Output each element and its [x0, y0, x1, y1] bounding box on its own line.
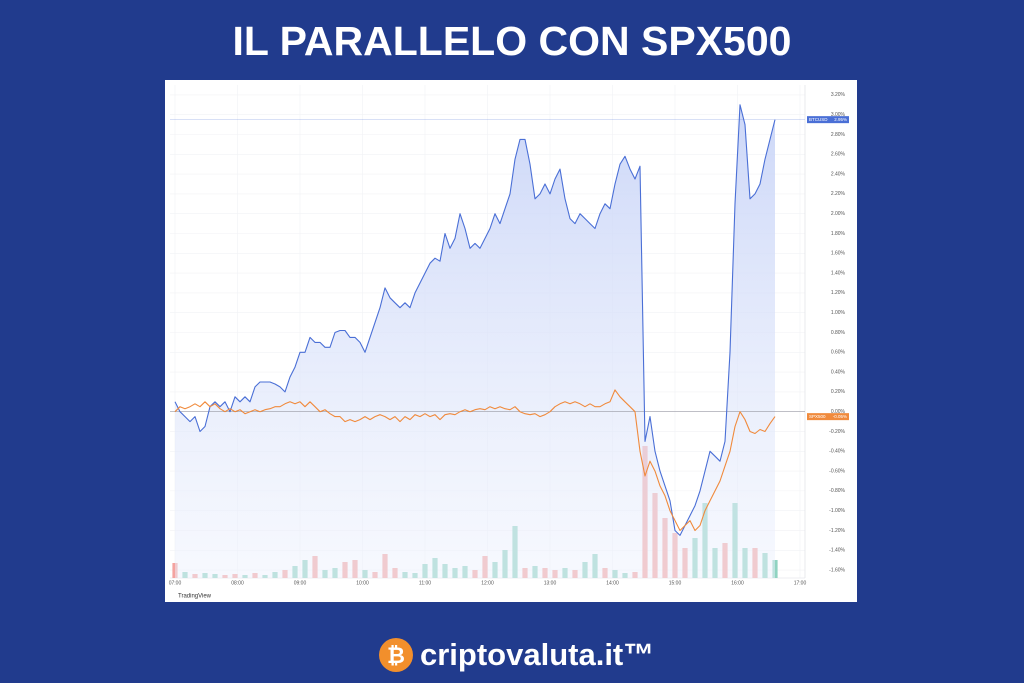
y-tick-label: 1.60% [831, 251, 846, 257]
x-tick-label: 08:00 [231, 580, 244, 586]
line [174, 104, 776, 536]
plot: 3.20% 3.00% 2.80% 2.60% 2.40% 2.20% 2.00% 1.80%… [169, 85, 849, 586]
x-tick-label: 13:00 [544, 580, 557, 586]
brand: criptovaluta.it™ [420, 637, 654, 672]
y-tick-label: 2.00% [831, 211, 846, 217]
y-tick-label: 1.80% [831, 231, 846, 237]
x-tick-label: 12:00 [481, 580, 494, 586]
y-tick-label: -1.60% [829, 567, 845, 573]
y-tick-label: -0.80% [829, 488, 845, 494]
y-tick-label: 2.60% [831, 152, 846, 158]
price-tag-value: 2.95% [834, 117, 847, 122]
y-tick-label: 1.00% [831, 310, 846, 316]
y-tick-label: 0.40% [831, 369, 846, 375]
title: IL PARALLELO CON SPX500 [233, 18, 792, 64]
price-tag [807, 116, 849, 124]
x-tick-label: 15:00 [669, 580, 682, 586]
y-tick-label: 0.80% [831, 330, 846, 336]
y-tick-label: 3.00% [831, 112, 846, 118]
y-tick-label: 1.40% [831, 270, 846, 276]
price-tag-name: SPX500 [809, 414, 826, 419]
y-tick-label: 0.20% [831, 389, 846, 395]
y-tick-label: -1.20% [829, 528, 845, 534]
brand-icon [379, 638, 413, 672]
watermark: TradingView [178, 594, 212, 600]
y-tick-label: 0.60% [831, 350, 846, 356]
y-tick-label: -0.60% [829, 468, 845, 474]
x-tick-label: 14:00 [606, 580, 619, 586]
x-tick-label: 10:00 [356, 580, 369, 586]
x-tick-label: 07:00 [169, 580, 182, 586]
y-tick-label: 2.20% [831, 191, 846, 197]
y-tick-label: 2.40% [831, 171, 846, 177]
y-tick-label: 0.00% [831, 409, 846, 415]
line [174, 389, 776, 532]
y-tick-label: 2.80% [831, 132, 846, 138]
x-tick-label: 16:00 [731, 580, 744, 586]
brand-icon-glyph: ₿ [387, 643, 405, 668]
x-tick-label: 09:00 [294, 580, 307, 586]
y-tick-label: -1.00% [829, 508, 845, 514]
price-tag [807, 413, 849, 421]
price-tag-value: -0.05% [833, 414, 847, 419]
y-tick-label: -1.40% [829, 548, 845, 554]
y-tick-label: 1.20% [831, 290, 846, 296]
x-tick-label: 17:00 [794, 580, 807, 586]
area [175, 104, 775, 579]
y-tick-label: -0.20% [829, 429, 845, 435]
y-tick-label: -0.40% [829, 449, 845, 455]
y-tick-label: 3.20% [831, 92, 846, 98]
price-tag-name: BTCUSD [809, 117, 828, 122]
x-tick-label: 11:00 [419, 580, 431, 586]
